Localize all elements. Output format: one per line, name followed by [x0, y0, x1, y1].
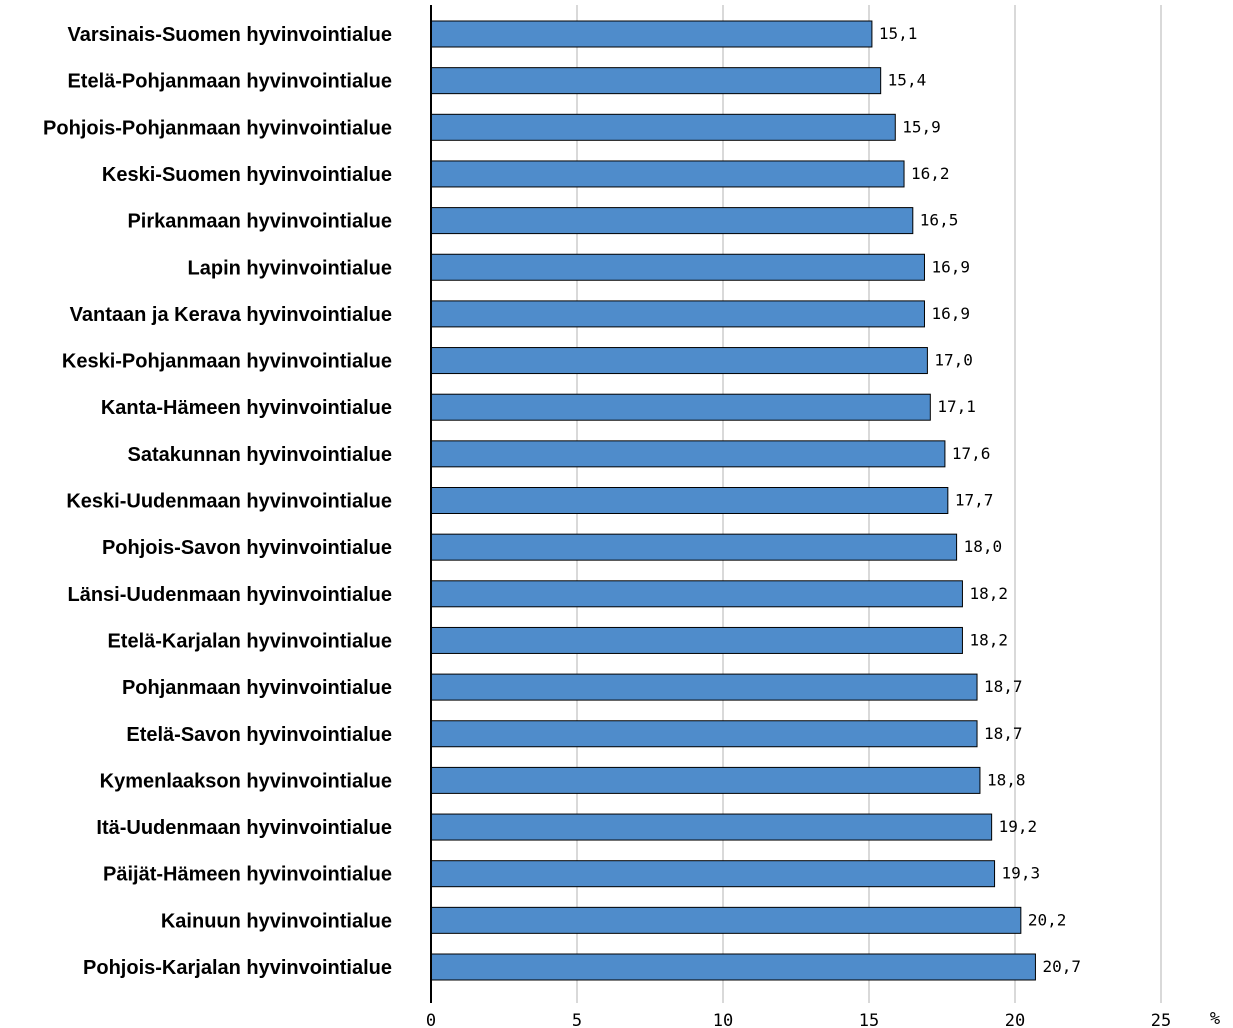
category-label: Etelä-Karjalan hyvinvointialue: [107, 630, 392, 652]
bar: [430, 720, 978, 748]
category-label: Pohjois-Savon hyvinvointialue: [102, 537, 392, 559]
value-label: 19,2: [999, 817, 1038, 836]
value-label: 19,3: [1002, 864, 1041, 883]
bar: [430, 533, 958, 561]
value-label: 15,4: [888, 71, 927, 90]
value-label: 17,1: [937, 397, 976, 416]
category-label: Lapin hyvinvointialue: [188, 257, 392, 279]
value-label: 16,5: [920, 211, 959, 230]
value-label: 20,2: [1028, 910, 1067, 929]
bar: [430, 953, 1036, 981]
category-label: Vantaan ja Kerava hyvinvointialue: [70, 304, 392, 326]
x-tick-label: 10: [713, 1011, 733, 1028]
value-label: 15,9: [902, 117, 941, 136]
value-label: 18,8: [987, 770, 1026, 789]
bar: [430, 906, 1022, 934]
category-label: Länsi-Uudenmaan hyvinvointialue: [67, 584, 392, 606]
bar: [430, 766, 981, 794]
unit-label: %: [1210, 1009, 1220, 1028]
bar: [430, 673, 978, 701]
bars: [430, 20, 1036, 981]
value-label: 18,0: [964, 537, 1003, 556]
bar: [430, 440, 946, 468]
value-label: 17,6: [952, 444, 991, 463]
value-label: 16,9: [931, 304, 970, 323]
category-label: Keski-Pohjanmaan hyvinvointialue: [62, 351, 392, 373]
category-label: Kainuun hyvinvointialue: [161, 910, 392, 932]
value-label: 18,2: [969, 630, 1008, 649]
category-label: Pirkanmaan hyvinvointialue: [127, 211, 392, 233]
category-label: Itä-Uudenmaan hyvinvointialue: [96, 817, 392, 839]
category-label: Pohjois-Karjalan hyvinvointialue: [83, 957, 392, 979]
x-tick-label: 5: [572, 1011, 582, 1028]
bar: [430, 20, 873, 48]
bar: [430, 253, 925, 281]
category-label: Satakunnan hyvinvointialue: [127, 444, 392, 466]
bar: [430, 300, 925, 328]
value-label: 15,1: [879, 24, 918, 43]
category-label: Kanta-Hämeen hyvinvointialue: [101, 397, 392, 419]
bar: [430, 860, 996, 888]
value-label: 18,7: [984, 724, 1023, 743]
bar: [430, 347, 928, 375]
value-label: 18,2: [969, 584, 1008, 603]
x-tick-label: 0: [426, 1011, 436, 1028]
bar: [430, 113, 896, 141]
value-label: 20,7: [1042, 957, 1081, 976]
value-label: 16,2: [911, 164, 950, 183]
bar: [430, 393, 931, 421]
category-label: Pohjois-Pohjanmaan hyvinvointialue: [43, 117, 392, 139]
x-tick-label: 20: [1005, 1011, 1025, 1028]
value-label: 16,9: [931, 257, 970, 276]
labels: 0 5 10 15 20 25 % 15,1 Varsinais-Suomen hyvinvoi…: [43, 24, 1220, 1028]
bar: [430, 813, 993, 841]
value-label: 17,7: [955, 491, 994, 510]
bar: [430, 207, 914, 235]
value-label: 17,0: [934, 351, 973, 370]
bar: [430, 487, 949, 514]
bar: [430, 580, 963, 608]
x-tick-label: 25: [1151, 1011, 1171, 1028]
category-label: Varsinais-Suomen hyvinvointialue: [67, 24, 392, 46]
category-label: Etelä-Pohjanmaan hyvinvointialue: [67, 71, 392, 93]
category-label: Keski-Uudenmaan hyvinvointialue: [66, 491, 392, 513]
bar: [430, 626, 963, 654]
x-tick-label: 15: [859, 1011, 879, 1028]
category-label: Päijät-Hämeen hyvinvointialue: [103, 864, 392, 886]
value-label: 18,7: [984, 677, 1023, 696]
category-label: Pohjanmaan hyvinvointialue: [122, 677, 392, 699]
bar: [430, 160, 905, 188]
category-label: Kymenlaakson hyvinvointialue: [100, 770, 392, 792]
bar: [430, 67, 882, 95]
category-label: Keski-Suomen hyvinvointialue: [102, 164, 392, 186]
category-label: Etelä-Savon hyvinvointialue: [126, 724, 392, 746]
